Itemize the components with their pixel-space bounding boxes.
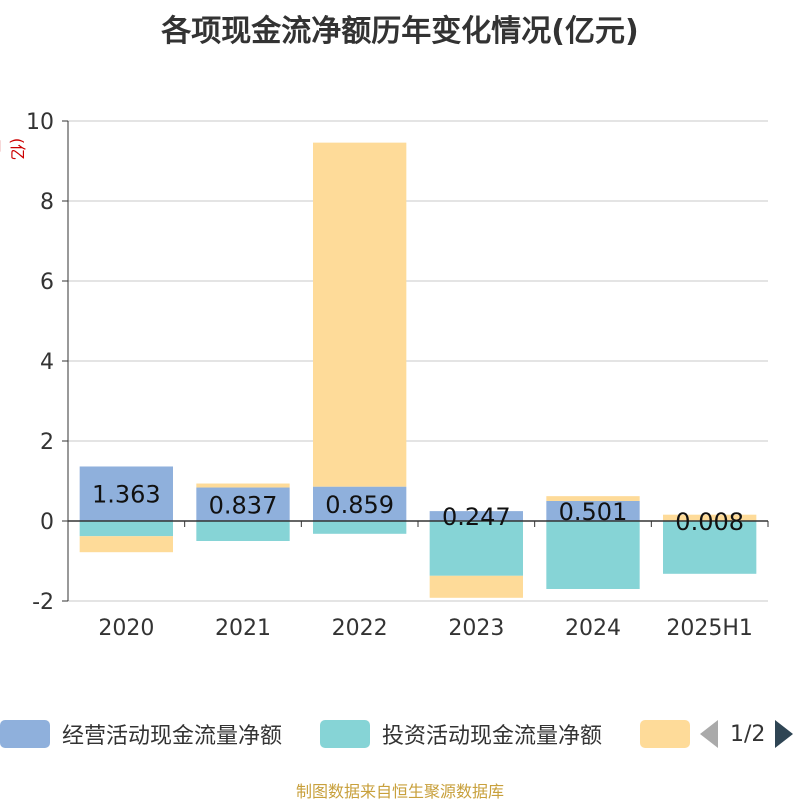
bar-2-2023 (430, 576, 523, 598)
legend: 经营活动现金流量净额 投资活动现金流量净额 1/2 (0, 716, 800, 752)
legend-item-investing[interactable]: 投资活动现金流量净额 (320, 716, 602, 752)
y-tick-label: -2 (32, 590, 54, 615)
bar-2-2020 (80, 536, 173, 552)
legend-item-financing[interactable] (640, 716, 702, 752)
next-page-icon[interactable] (775, 720, 793, 748)
bar-1-2022 (313, 521, 406, 534)
legend-item-operating[interactable]: 经营活动现金流量净额 (0, 716, 282, 752)
x-tick-label: 2020 (98, 616, 154, 641)
data-label: 0.837 (209, 491, 278, 519)
bar-2-2021 (196, 484, 289, 488)
x-tick-label: 2025H1 (666, 616, 753, 641)
data-label: 0.501 (559, 498, 628, 526)
bar-1-2020 (80, 521, 173, 536)
data-label: 1.363 (92, 481, 161, 509)
y-tick-label: 2 (40, 430, 54, 455)
y-tick-label: 0 (40, 510, 54, 535)
y-tick-label: 4 (40, 350, 54, 375)
data-label: 0.859 (325, 491, 394, 519)
x-tick-label: 2023 (448, 616, 504, 641)
data-label: 0.247 (442, 503, 511, 531)
x-tick-label: 2021 (215, 616, 271, 641)
y-tick-label: 6 (40, 270, 54, 295)
bar-1-2021 (196, 521, 289, 541)
bar-2-2022 (313, 143, 406, 487)
legend-swatch-operating (0, 720, 50, 748)
legend-label-operating: 经营活动现金流量净额 (62, 718, 282, 750)
legend-pager: 1/2 (700, 716, 793, 752)
y-tick-label: 8 (40, 190, 54, 215)
bars (80, 143, 757, 598)
data-label: 0.008 (675, 508, 744, 536)
x-tick-label: 2022 (332, 616, 388, 641)
legend-page-indicator: 1/2 (730, 722, 765, 747)
bar-1-2024 (546, 521, 639, 589)
previous-page-icon[interactable] (700, 720, 718, 748)
stacked-bar-chart: -2 0 2 4 6 8 10 2020 2021 2022 2023 2024 2025H1 1.36… (0, 0, 800, 700)
y-tick-label: 10 (26, 110, 54, 135)
data-source-note: 制图数据来自恒生聚源数据库 (0, 778, 800, 802)
legend-swatch-investing (320, 720, 370, 748)
data-labels: 1.363 0.837 0.859 0.247 0.501 0.008 (92, 481, 744, 536)
legend-swatch-financing (640, 720, 690, 748)
legend-label-investing: 投资活动现金流量净额 (382, 718, 602, 750)
x-tick-label: 2024 (565, 616, 621, 641)
